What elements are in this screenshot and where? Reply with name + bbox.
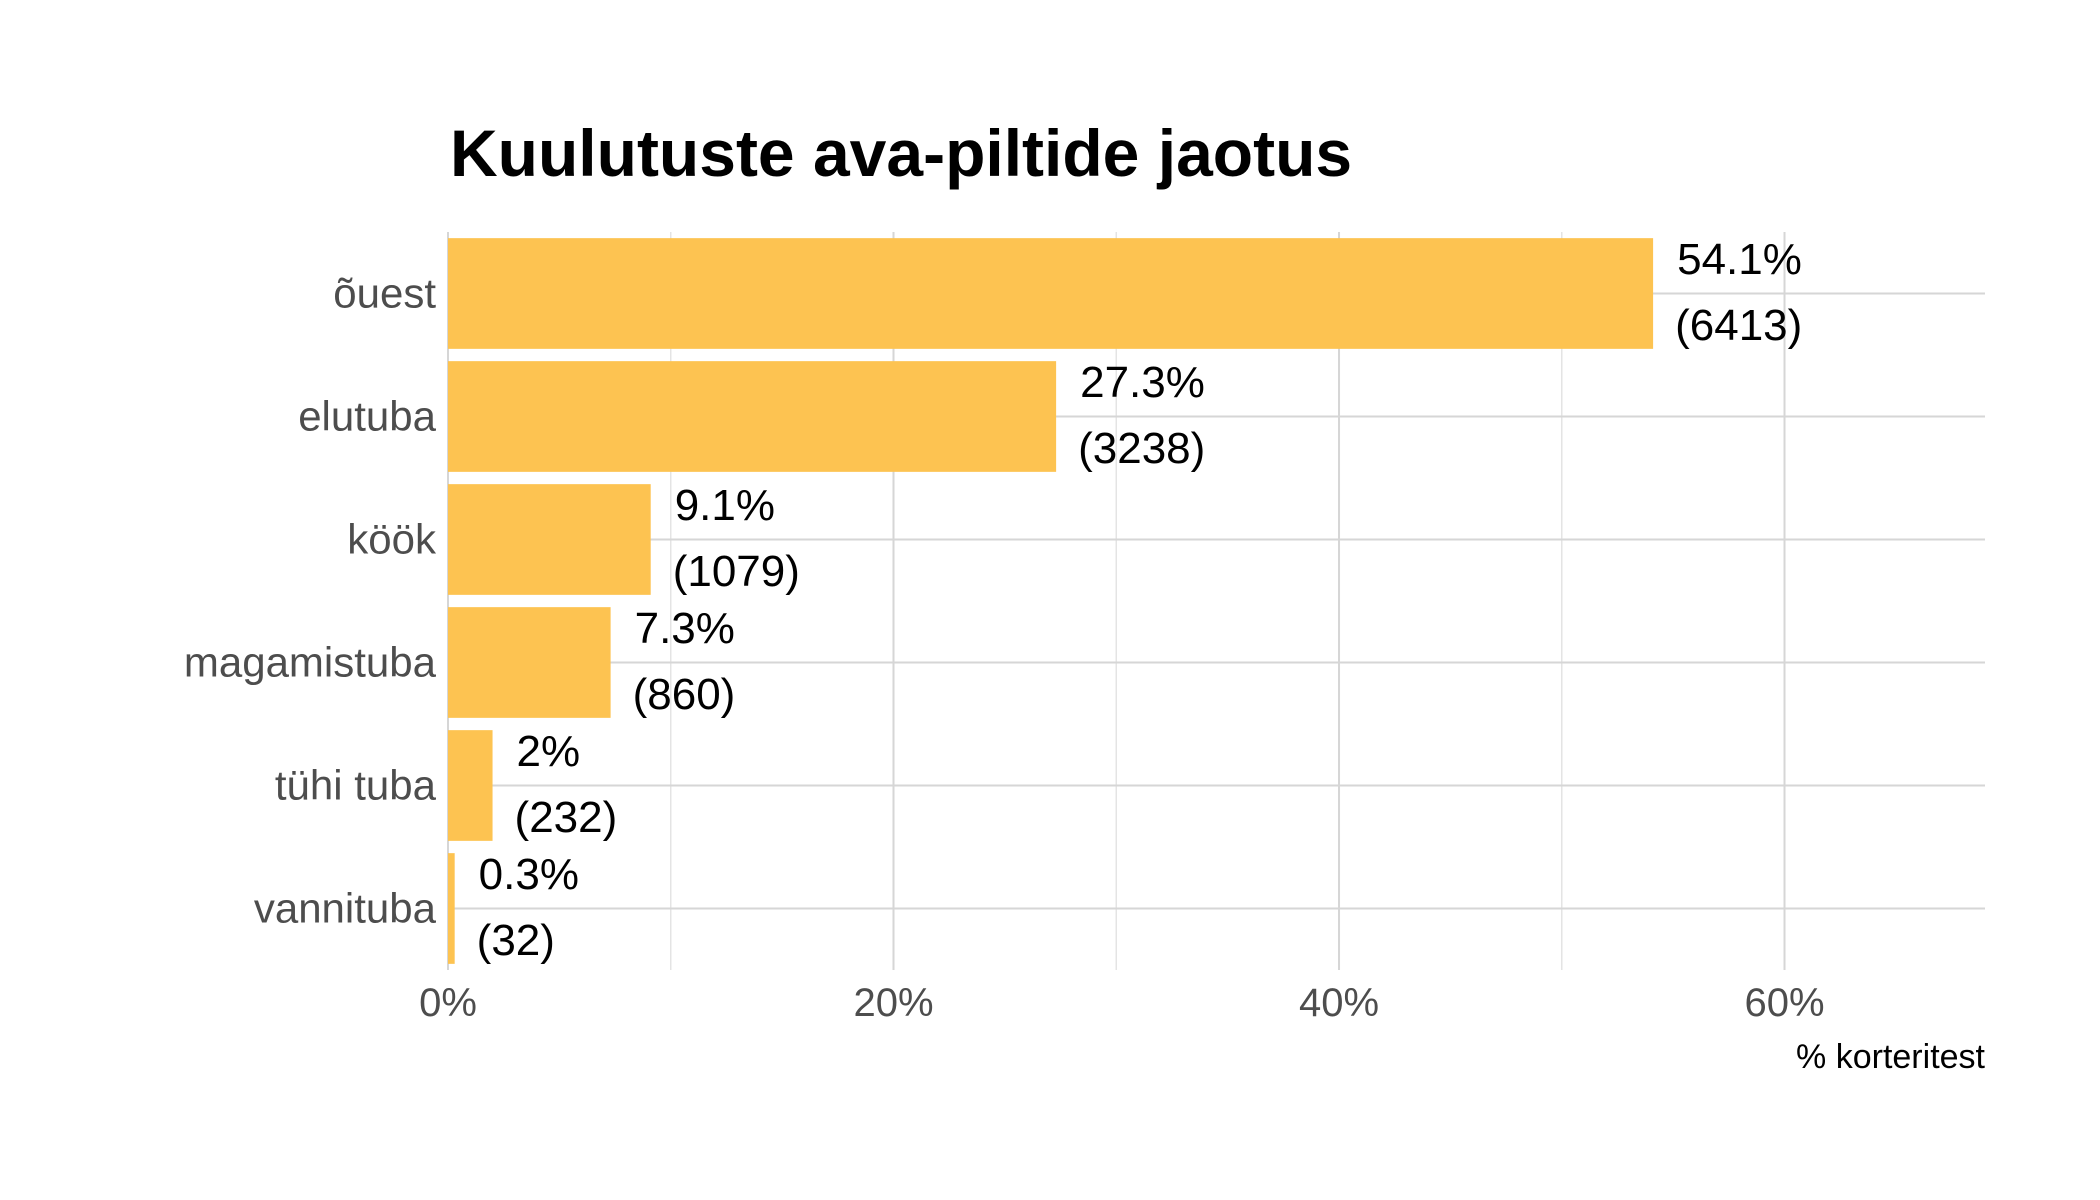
value-label: 2% — [517, 727, 581, 776]
bar — [448, 607, 611, 718]
x-tick-label: 40% — [1299, 981, 1379, 1025]
count-label: (1079) — [673, 547, 800, 596]
count-label: (6413) — [1675, 301, 1802, 350]
x-axis-title: % korteritest — [1796, 1038, 1985, 1076]
value-label: 54.1% — [1677, 235, 1802, 284]
x-tick-label: 20% — [853, 981, 933, 1025]
bar — [448, 361, 1057, 472]
category-label: vannituba — [254, 885, 437, 932]
value-label: 7.3% — [635, 604, 735, 653]
value-label: 27.3% — [1080, 358, 1205, 407]
category-label: köök — [347, 516, 437, 563]
x-axis-ticks: 0% 20% 40% 60% — [419, 981, 1824, 1025]
data-labels: 54.1% (6413) 27.3% (3238) 9.1% (1079) 7.3% (860… — [477, 235, 1803, 965]
y-axis-labels: õuest elutuba köök magamistuba tühi tuba vann… — [184, 270, 437, 932]
count-label: (3238) — [1078, 424, 1205, 473]
x-tick-label: 0% — [419, 981, 477, 1025]
value-label: 9.1% — [675, 481, 775, 530]
count-label: (232) — [515, 793, 618, 842]
count-label: (32) — [477, 916, 555, 965]
count-label: (860) — [633, 670, 736, 719]
chart-title: Kuulutuste ava-piltide jaotus — [450, 116, 1352, 190]
bar — [448, 730, 493, 841]
bar — [448, 238, 1654, 349]
bars — [448, 238, 1654, 964]
bar — [448, 853, 455, 964]
grid — [447, 232, 1985, 970]
value-label: 0.3% — [479, 850, 579, 899]
bar — [448, 484, 651, 595]
category-label: õuest — [333, 270, 436, 317]
x-tick-label: 60% — [1744, 981, 1824, 1025]
category-label: magamistuba — [184, 639, 437, 686]
category-label: elutuba — [298, 393, 436, 440]
category-label: tühi tuba — [275, 762, 437, 809]
